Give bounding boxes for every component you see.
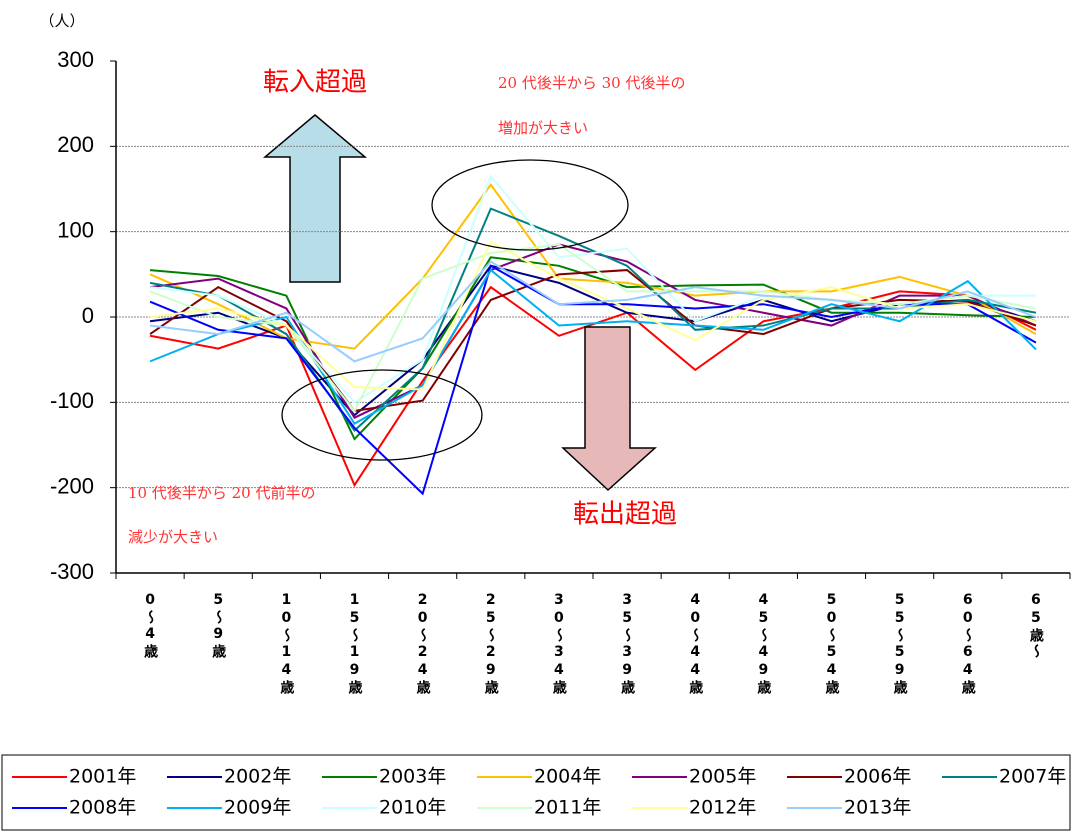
legend-label: 2006年: [844, 766, 911, 788]
x-tick-label: 15～19歳: [346, 592, 363, 696]
y-tick-label: 300: [57, 47, 94, 72]
series-line: [149, 240, 1037, 391]
legend-label: 2002年: [224, 766, 291, 788]
x-tick-label: 35～39歳: [619, 592, 636, 696]
legend-label: 2013年: [844, 797, 911, 819]
x-tick-label: 60～64歳: [959, 592, 976, 696]
legend-label: 2007年: [999, 766, 1066, 788]
decorations-front: 転入超過 20 代後半から 30 代後半の 増加が大きい 10 代後半から 20…: [128, 68, 685, 547]
y-tick-label: -300: [50, 559, 94, 584]
series-line: [149, 243, 1037, 413]
x-tick-label: 30～34歳: [550, 592, 567, 696]
lines: [149, 174, 1037, 496]
x-tick-label: 55～59歳: [891, 592, 908, 696]
outflow-arrow: [561, 326, 657, 492]
x-tick-label: 10～14歳: [278, 592, 295, 696]
x-tick-label: 0～4歳: [142, 592, 159, 660]
legend-box: [1, 754, 1071, 831]
ellipse: [431, 159, 629, 251]
ellipse: [281, 369, 483, 461]
x-tick-label: 45～49歳: [755, 592, 772, 696]
x-tick-label: 25～29歳: [482, 592, 499, 696]
x-tick-label: 50～54歳: [823, 592, 840, 696]
unit-label: （人）: [39, 12, 84, 30]
annotation: 減少が大きい: [128, 528, 218, 546]
x-tick-label: 40～44歳: [687, 592, 704, 696]
legend-label: 2003年: [379, 766, 446, 788]
legend-label: 2010年: [379, 797, 446, 819]
series-line: [149, 207, 1037, 432]
series-line: [149, 260, 1037, 363]
annotation: 転入超過: [263, 68, 367, 98]
legend-label: 2011年: [534, 797, 601, 819]
inflow-arrow: [262, 114, 368, 283]
annotation: 10 代後半から 20 代前半の: [128, 484, 315, 502]
y-tick-label: 0: [82, 303, 94, 328]
annotation: 20 代後半から 30 代後半の: [498, 74, 685, 92]
legend-label: 2009年: [224, 797, 291, 819]
legend-label: 2008年: [69, 797, 136, 819]
legend-label: 2005年: [689, 766, 756, 788]
x-tick-label: 5～9歳: [210, 592, 227, 660]
legend-label: 2001年: [69, 766, 136, 788]
legend-label: 2004年: [534, 766, 601, 788]
series-line: [149, 256, 1036, 441]
y-tick-label: -100: [50, 388, 94, 413]
annotation: 転出超過: [573, 500, 677, 530]
y-tick-label: 200: [57, 132, 94, 157]
legend-label: 2012年: [689, 797, 756, 819]
x-tick-label: 20～24歳: [414, 592, 431, 696]
y-tick-label: -200: [50, 473, 94, 498]
decorations: [116, 114, 1070, 489]
x-tick-label: 65歳～: [1027, 592, 1044, 660]
y-tick-label: 100: [57, 217, 94, 242]
annotation: 増加が大きい: [498, 119, 588, 137]
